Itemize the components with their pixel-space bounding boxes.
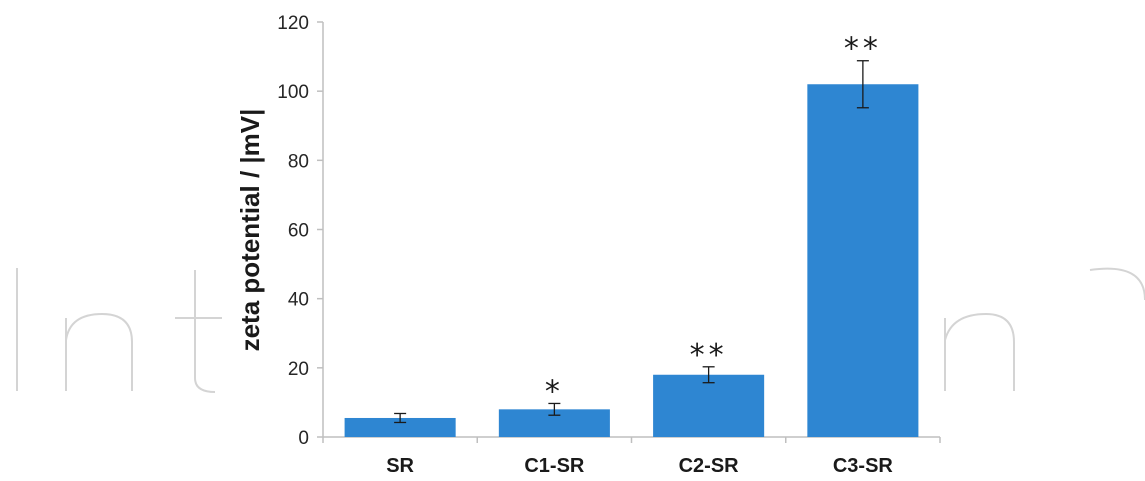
y-tick-label: 80 bbox=[288, 151, 309, 172]
error-bar-c2-sr bbox=[702, 366, 715, 384]
significance-mark-c1-sr: * bbox=[545, 374, 564, 409]
error-bar-sr bbox=[394, 412, 407, 424]
y-axis-title: zeta potential / |mV| bbox=[235, 109, 265, 352]
x-tick-label: C3-SR bbox=[833, 455, 894, 477]
x-tick-label: SR bbox=[386, 455, 414, 477]
y-tick-label: 40 bbox=[288, 290, 309, 311]
y-tick-label: 60 bbox=[288, 221, 309, 242]
significance-mark-c3-sr: ** bbox=[844, 32, 882, 67]
significance-mark-c2-sr: ** bbox=[690, 338, 728, 373]
bar-c2-sr bbox=[653, 374, 765, 437]
x-axis: SR C1-SR C2-SR C3-SR bbox=[322, 436, 941, 477]
bars-group bbox=[344, 84, 919, 437]
significance-marks-group: ***** bbox=[545, 32, 882, 410]
x-tick-label: C1-SR bbox=[524, 455, 585, 477]
bar-sr bbox=[344, 417, 456, 437]
x-tick-label: C2-SR bbox=[679, 455, 740, 477]
y-tick-label: 100 bbox=[277, 82, 309, 103]
y-tick-label: 120 bbox=[277, 13, 309, 34]
y-axis: 0 20 40 60 80 100 120 bbox=[277, 13, 324, 449]
error-bar-c1-sr bbox=[548, 402, 561, 416]
bar-c3-sr bbox=[807, 84, 919, 437]
y-tick-label: 0 bbox=[298, 428, 309, 449]
y-tick-label: 20 bbox=[288, 359, 309, 380]
error-bars-group bbox=[394, 60, 869, 424]
error-bar-c3-sr bbox=[856, 60, 869, 109]
